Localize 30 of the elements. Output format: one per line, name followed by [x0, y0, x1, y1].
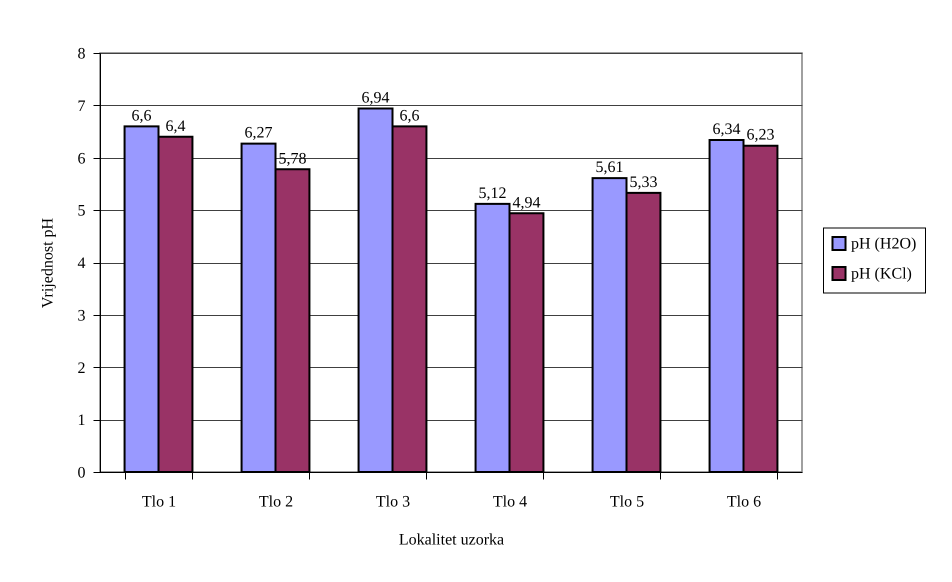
legend-label: pH (H2O): [851, 236, 916, 252]
x-tick-label: Tlo 1: [142, 494, 176, 510]
y-tick-label: 8: [78, 46, 86, 62]
y-tick-label: 0: [78, 464, 86, 482]
y-tick-label: 4: [78, 255, 86, 272]
y-tick-label: 6: [78, 150, 86, 168]
data-label: 5,12: [478, 184, 507, 202]
x-tick-label: Tlo 4: [492, 494, 528, 510]
y-axis-title: Vrijednost pH: [40, 217, 56, 308]
data-label: 6,6: [132, 107, 152, 124]
y-tick-label: 5: [78, 202, 86, 220]
y-tick-label: 7: [78, 98, 86, 115]
data-label: 5,61: [596, 159, 624, 176]
x-tick-label: Tlo 6: [726, 494, 762, 510]
x-tick-label: Tlo 5: [610, 494, 644, 510]
x-tick-label: Tlo 2: [258, 494, 294, 510]
data-label: 4,94: [512, 194, 540, 212]
legend-label: pH (KCl): [851, 266, 912, 282]
data-label: 5,33: [629, 174, 658, 191]
y-tick-label: 3: [78, 307, 86, 324]
data-label: 6,27: [244, 124, 273, 142]
y-tick-label: 1: [78, 412, 86, 430]
data-label: 6,6: [399, 107, 420, 124]
x-tick-label: Tlo 3: [376, 494, 410, 510]
x-axis-title: Lokalitet uzorka: [398, 532, 504, 548]
data-label: 6,23: [746, 126, 774, 144]
data-label: 6,94: [362, 90, 390, 107]
y-tick-label: 2: [78, 360, 86, 377]
data-label: 6,4: [165, 118, 186, 135]
data-label: 6,34: [712, 120, 741, 138]
